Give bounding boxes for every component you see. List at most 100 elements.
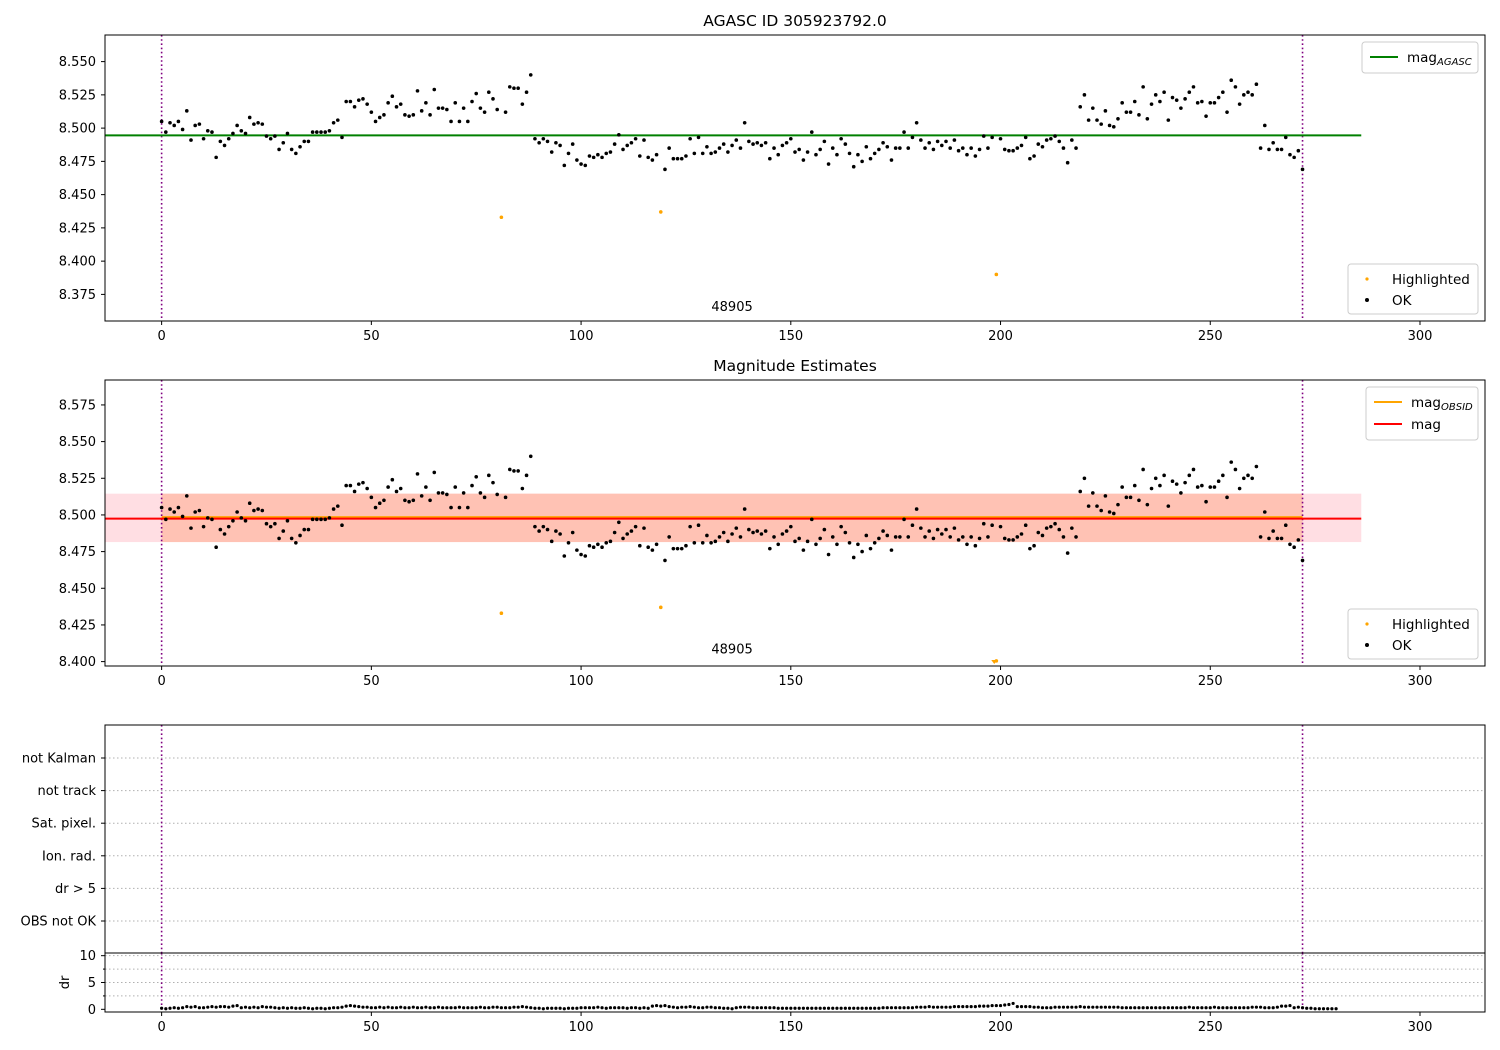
ok-point xyxy=(344,483,348,488)
ok-point xyxy=(847,151,852,156)
dr-point xyxy=(1040,1006,1045,1010)
ok-point xyxy=(1166,118,1171,122)
ok-point xyxy=(1292,545,1296,549)
ok-point xyxy=(784,529,789,533)
ok-point xyxy=(369,495,374,500)
ok-point xyxy=(952,138,957,142)
ok-point xyxy=(931,147,936,152)
ok-point xyxy=(1078,105,1083,109)
ok-point xyxy=(927,529,932,533)
ok-point xyxy=(797,147,801,152)
dr-point xyxy=(726,1006,730,1010)
ok-point xyxy=(1007,148,1011,153)
ok-point xyxy=(642,526,646,530)
ok-point xyxy=(730,143,734,148)
dr-point xyxy=(1258,1005,1263,1009)
dr-point xyxy=(432,1006,436,1010)
ok-point xyxy=(633,136,638,141)
ok-point xyxy=(646,545,650,549)
x-tick-label: 300 xyxy=(1408,674,1433,689)
ok-point xyxy=(1229,460,1234,464)
ok-point xyxy=(466,505,470,510)
ok-point xyxy=(1204,114,1208,118)
dr-point xyxy=(1107,1005,1112,1009)
ok-point xyxy=(973,543,978,548)
ok-point xyxy=(1258,146,1263,150)
ok-point xyxy=(797,536,801,541)
ok-point xyxy=(956,538,961,542)
ok-point xyxy=(705,144,709,149)
ok-point xyxy=(881,140,885,145)
dr-point xyxy=(604,1006,608,1010)
ok-point xyxy=(503,110,508,114)
dr-point xyxy=(1233,1006,1238,1010)
ok-point xyxy=(990,523,994,527)
dr-point xyxy=(197,1006,201,1010)
ok-point xyxy=(1275,536,1280,541)
dr-point xyxy=(990,1003,994,1008)
x-tick-label: 200 xyxy=(988,1020,1013,1035)
ok-point xyxy=(885,533,890,538)
dr-point xyxy=(860,1006,864,1010)
ok-point xyxy=(721,142,726,146)
ok-point xyxy=(352,489,357,494)
dr-point xyxy=(1011,1001,1015,1006)
ok-point xyxy=(625,532,630,536)
dr-point xyxy=(323,1007,327,1011)
ok-point xyxy=(541,524,546,529)
ok-point xyxy=(474,91,479,96)
ok-point xyxy=(1216,95,1221,100)
ok-point xyxy=(763,140,768,145)
ok-point xyxy=(1032,154,1036,158)
dr-point xyxy=(931,1005,936,1009)
ok-point xyxy=(960,146,965,150)
dr-point xyxy=(810,1006,814,1010)
legend-label-subscript: OBSID xyxy=(1441,402,1473,413)
dr-point xyxy=(1074,1005,1078,1009)
ok-point xyxy=(923,535,927,539)
ok-point xyxy=(474,475,479,479)
ok-point xyxy=(776,542,781,547)
dr-point xyxy=(285,1006,290,1010)
ok-point xyxy=(331,507,336,511)
x-tick-label: 250 xyxy=(1198,674,1223,689)
flag-category-label: Sat. pixel. xyxy=(32,817,96,832)
legend-box xyxy=(1347,263,1479,315)
ok-point xyxy=(176,119,181,124)
ok-point xyxy=(650,158,655,162)
dr-point xyxy=(1015,1005,1019,1009)
dr-point xyxy=(969,1005,973,1009)
ok-point xyxy=(365,486,369,491)
dr-point xyxy=(755,1006,759,1010)
dr-point xyxy=(457,1005,462,1009)
ok-point xyxy=(772,535,776,539)
dr-point xyxy=(403,1006,407,1010)
ok-point xyxy=(298,533,302,538)
dr-point xyxy=(717,1006,722,1010)
ok-point xyxy=(294,151,298,156)
ok-point xyxy=(369,110,374,114)
ok-point xyxy=(281,140,286,145)
dr-point xyxy=(730,1007,734,1011)
ok-point xyxy=(1086,504,1091,508)
ok-point xyxy=(1300,167,1305,172)
dr-point xyxy=(671,1005,675,1009)
ok-point xyxy=(470,483,474,488)
x-tick-label: 150 xyxy=(778,674,803,689)
ok-point xyxy=(1111,511,1116,516)
ok-point xyxy=(965,152,969,157)
ok-point xyxy=(822,139,827,144)
dr-point xyxy=(243,1005,248,1009)
ok-point xyxy=(189,526,193,530)
ok-point xyxy=(247,501,252,506)
ok-point xyxy=(1074,146,1078,150)
ok-point xyxy=(365,102,369,106)
x-tick-label: 150 xyxy=(778,329,803,344)
ok-point xyxy=(1091,491,1095,495)
dr-point xyxy=(776,1006,780,1010)
dr-point xyxy=(508,1006,512,1010)
ok-point xyxy=(1036,530,1041,535)
ok-point xyxy=(1007,538,1011,542)
dr-point xyxy=(902,1006,906,1010)
